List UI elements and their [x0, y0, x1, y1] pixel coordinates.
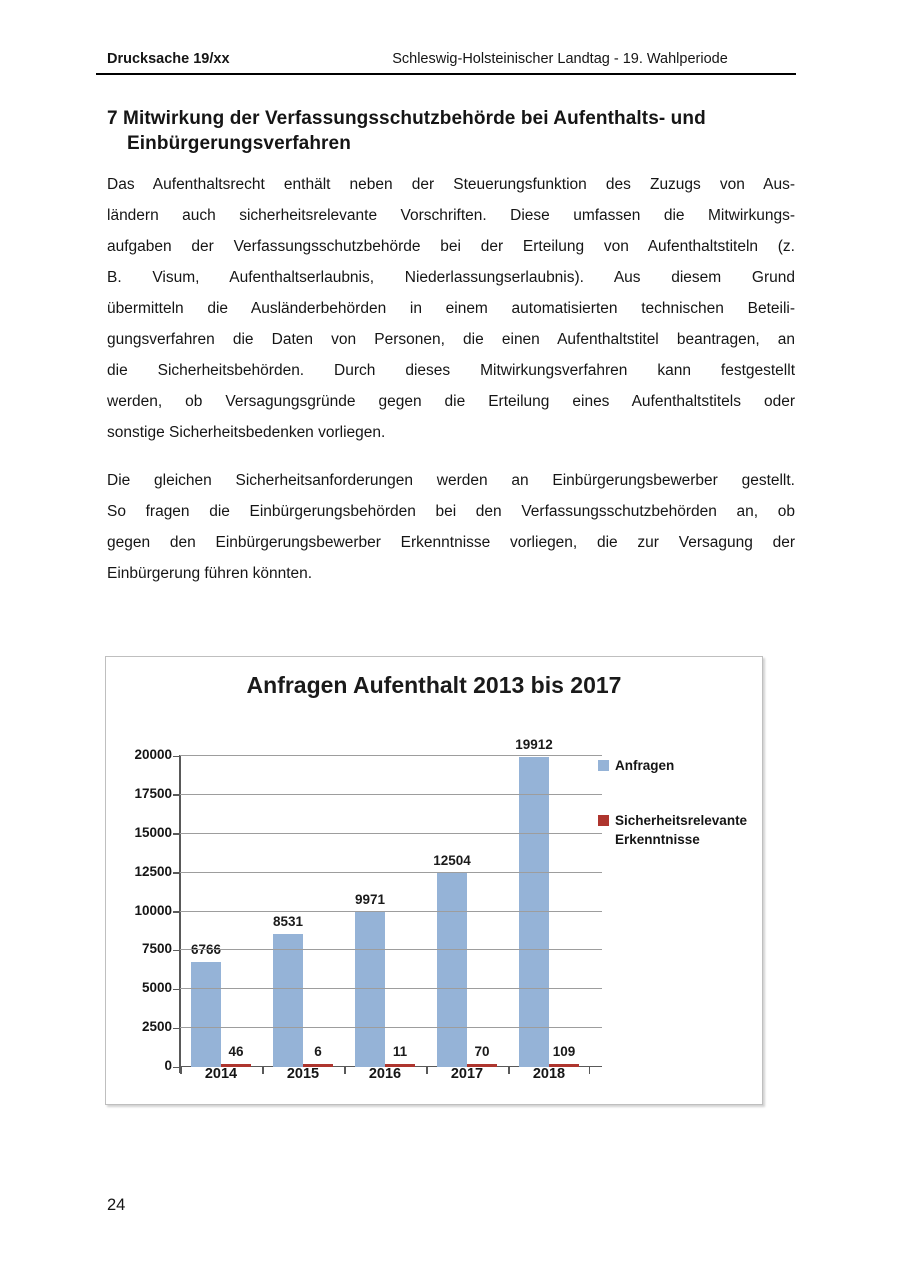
- header-title: Schleswig-Holsteinischer Landtag - 19. W…: [392, 51, 728, 67]
- bar-erkenntnisse: 46: [221, 1044, 251, 1067]
- y-axis-tick: [173, 833, 180, 835]
- legend-label: Anfragen: [615, 758, 675, 773]
- bar-value-label: 8531: [272, 914, 304, 930]
- bar-value-label: 6766: [190, 941, 222, 957]
- x-axis-tick: [262, 1067, 264, 1074]
- gridline: [180, 793, 603, 795]
- bar-value-label: 9971: [354, 891, 386, 907]
- bar-group: 8531 6: [262, 756, 344, 1067]
- paragraph-line: gungsverfahren die Daten von Personen, d…: [107, 331, 795, 348]
- bar-value-label: 12504: [433, 852, 471, 868]
- bar-anfragen: 6766: [191, 942, 221, 1067]
- gridline: [180, 910, 603, 912]
- y-axis-tick: [173, 794, 180, 796]
- gridline: [180, 1027, 603, 1029]
- doc-number: Drucksache 19/xx: [107, 51, 230, 67]
- y-axis-tick: [173, 949, 180, 952]
- y-axis-tick: [173, 1027, 180, 1030]
- x-axis-category-label: 2015: [286, 1066, 320, 1082]
- bar-erkenntnisse: 6: [303, 1044, 333, 1067]
- x-axis-category-label: 2018: [532, 1066, 566, 1082]
- y-axis-line: [179, 755, 181, 1073]
- paragraph-line: werden, ob Versagungsgründe gegen die Er…: [107, 393, 795, 410]
- plot-area: 6766 46 8531 6 9971 11 12504 70 19912 109: [180, 737, 603, 1074]
- bar-anfragen: 9971: [355, 892, 385, 1067]
- page-header: Drucksache 19/xx Schleswig-Holsteinische…: [107, 51, 795, 67]
- paragraph-line: ländern auch sicherheitsrelevante Vorsch…: [107, 207, 795, 224]
- x-axis-labels: 2014 2015 2016 2017 2018: [180, 1066, 590, 1082]
- gridline: [180, 871, 603, 873]
- x-axis-category-label: 2016: [368, 1066, 402, 1082]
- y-axis-tick: [173, 755, 180, 757]
- gridline: [180, 988, 603, 990]
- chart: Anfragen Aufenthalt 2013 bis 2017 6766 46…: [105, 656, 763, 1105]
- y-axis-tick-label: 2500: [141, 1019, 172, 1035]
- paragraph-line: Die gleichen Sicherheitsanforderungen we…: [107, 472, 795, 489]
- paragraph-line: sonstige Sicherheitsbedenken vorliegen.: [107, 424, 386, 441]
- y-axis-tick: [173, 872, 180, 874]
- x-axis-category-label: 2014: [204, 1066, 238, 1082]
- bar-value-label: 19912: [515, 737, 553, 753]
- x-axis-tick: [588, 1067, 590, 1074]
- bar-value-label: 46: [228, 1044, 244, 1059]
- y-axis-tick-label: 0: [164, 1058, 172, 1073]
- paragraph-2: Die gleichen Sicherheitsanforderungen we…: [107, 465, 795, 589]
- legend-color-chip: [598, 760, 609, 771]
- x-axis-category-label: 2017: [450, 1066, 484, 1082]
- x-axis-tick: [180, 1067, 182, 1074]
- y-axis-tick-label: 12500: [134, 863, 172, 879]
- gridline: [180, 755, 603, 756]
- bar-anfragen: 19912: [515, 737, 553, 1067]
- bar-group: 19912 109: [508, 737, 590, 1067]
- bar-anfragen: 12504: [433, 853, 471, 1067]
- paragraph-line: Das Aufenthaltsrecht enthält neben der S…: [107, 176, 795, 193]
- page-number: 24: [107, 1196, 126, 1214]
- paragraph-line: Einbürgerung führen könnten.: [107, 565, 313, 582]
- x-axis-tick: [344, 1067, 346, 1074]
- bar-groups: 6766 46 8531 6 9971 11 12504 70 19912 109: [180, 737, 590, 1067]
- y-axis-tick-label: 5000: [141, 980, 172, 996]
- legend-color-chip: [598, 814, 609, 826]
- bar-group: 6766 46: [180, 756, 262, 1067]
- y-axis-tick-label: 20000: [134, 747, 172, 762]
- gridline: [180, 949, 603, 951]
- legend-item: Anfragen: [598, 757, 758, 776]
- bar-group: 9971 11: [344, 756, 426, 1067]
- x-axis-tick: [426, 1067, 428, 1074]
- bar-anfragen: 8531: [273, 914, 303, 1067]
- y-axis-tick: [173, 911, 180, 913]
- legend-label: Sicherheitsrelevante Erkenntnisse: [615, 812, 748, 847]
- paragraph-line: die Sicherheitsbehörden. Durch dieses Mi…: [107, 362, 795, 379]
- bar-group: 12504 70: [426, 756, 508, 1067]
- bar-value-label: 11: [392, 1044, 408, 1059]
- paragraph-1: Das Aufenthaltsrecht enthält neben der S…: [107, 169, 795, 448]
- paragraph-line: B. Visum, Aufenthaltserlaubnis, Niederla…: [107, 269, 795, 286]
- bar-erkenntnisse: 11: [385, 1044, 415, 1067]
- bar-value-label: 70: [474, 1044, 490, 1059]
- y-axis-tick-label: 7500: [141, 941, 172, 957]
- paragraph-line: übermitteln die Ausländerbehörden in ein…: [107, 300, 795, 317]
- paragraph-line: So fragen die Einbürgerungsbehörden bei …: [107, 503, 795, 520]
- y-axis-tick: [173, 1066, 180, 1068]
- y-axis-tick-label: 15000: [134, 824, 172, 840]
- paragraph-line: gegen den Einbürgerungsbewerber Erkenntn…: [107, 534, 795, 551]
- paragraph-line: aufgaben der Verfassungsschutzbehörde be…: [107, 238, 795, 255]
- y-axis-tick-label: 10000: [134, 902, 172, 918]
- chart-legend: Anfragen Sicherheitsrelevante Erkenntniss…: [598, 757, 758, 850]
- bar-value-label: 6: [314, 1044, 322, 1059]
- y-axis-tick-label: 17500: [134, 785, 172, 801]
- bar-value-label: 109: [552, 1044, 576, 1059]
- section-heading: 7 Mitwirkung der Verfassungsschutzbehörd…: [107, 108, 706, 154]
- plot-zone: 6766 46 8531 6 9971 11 12504 70 19912 109 0 2500 50…: [116, 717, 603, 1074]
- gridline: [180, 832, 603, 834]
- bar-erkenntnisse: 70: [467, 1044, 497, 1067]
- chart-title: Anfragen Aufenthalt 2013 bis 2017: [246, 672, 622, 698]
- header-rule: [96, 73, 796, 75]
- bar-erkenntnisse: 109: [549, 1044, 579, 1067]
- x-axis-tick: [508, 1067, 510, 1074]
- legend-item: Sicherheitsrelevante Erkenntnisse: [598, 812, 758, 850]
- y-axis-tick: [173, 988, 180, 991]
